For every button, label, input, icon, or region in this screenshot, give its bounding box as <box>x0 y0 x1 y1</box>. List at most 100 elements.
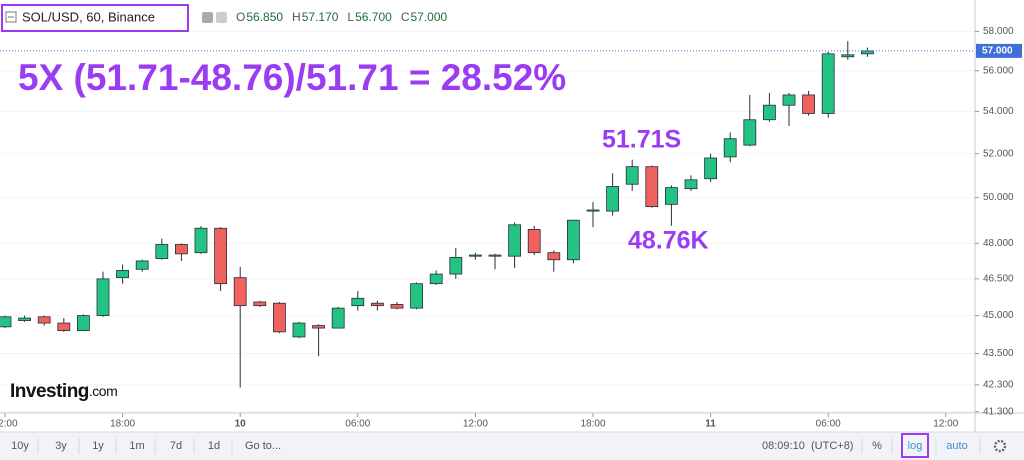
candle-body <box>665 187 678 205</box>
last-price-box <box>976 43 1022 58</box>
candle-body <box>410 283 424 309</box>
logo-main: Investing <box>10 381 89 402</box>
range-button[interactable]: 3y <box>55 440 67 452</box>
percent-button[interactable]: % <box>872 440 882 452</box>
range-button[interactable]: 1d <box>208 440 220 452</box>
candle-body <box>135 260 149 270</box>
candle-body <box>449 256 463 275</box>
candle-body <box>547 252 561 261</box>
candle-body <box>645 166 659 207</box>
candle-body <box>684 179 698 190</box>
candle-body <box>586 209 600 212</box>
logo-suffix: .com <box>89 383 117 399</box>
toolbar <box>0 432 1024 460</box>
y-tick-label: 48.000 <box>983 238 1014 249</box>
candle-body <box>468 254 482 257</box>
candle-body <box>802 94 815 114</box>
candle-body <box>233 277 247 307</box>
x-tick-label: 12:00 <box>463 419 488 430</box>
ohlc-value: 56.700 <box>355 10 392 24</box>
candle-body <box>723 138 737 158</box>
y-tick-label: 46.500 <box>983 273 1014 284</box>
timezone[interactable]: (UTC+8) <box>811 440 853 452</box>
candle-body <box>527 228 541 254</box>
candle-body <box>0 316 12 328</box>
candle-body <box>116 270 129 279</box>
settings-icon[interactable] <box>216 12 227 23</box>
ohlc-key: H <box>292 10 301 24</box>
logo: Investing.com <box>10 381 117 402</box>
settings-gear[interactable] <box>993 439 1007 453</box>
ohlc-value: 57.000 <box>410 10 447 24</box>
x-tick-label: 10 <box>235 419 247 430</box>
last-price-label: 57.000 <box>982 46 1013 57</box>
candle-body <box>606 186 619 212</box>
candle-body <box>370 302 384 307</box>
eye-icon[interactable] <box>202 12 213 23</box>
y-tick-label: 41.300 <box>983 406 1014 417</box>
x-tick-label: 12:00 <box>933 419 958 430</box>
candle-body <box>174 244 188 255</box>
x-tick-label: 18:00 <box>580 419 605 430</box>
x-tick-label: 18:00 <box>110 419 135 430</box>
candle-body <box>155 244 169 259</box>
candle-body <box>96 278 110 316</box>
clock: 08:09:10 <box>762 440 805 452</box>
annotation: 5X (51.71-48.76)/51.71 = 28.52% <box>18 57 566 98</box>
candle-body <box>37 316 51 324</box>
x-tick-label: 06:00 <box>816 419 841 430</box>
ohlc-key: L <box>347 10 354 24</box>
symbol-box[interactable] <box>1 4 189 32</box>
candle-body <box>841 54 855 58</box>
symbol: SOL/USD, 60, Binance <box>22 9 155 24</box>
candle-body <box>57 322 71 332</box>
annotation: 48.76K <box>628 227 709 255</box>
y-tick-label: 54.000 <box>983 106 1014 117</box>
candle-body <box>625 166 639 185</box>
candle-body <box>488 254 502 257</box>
y-tick-label: 52.000 <box>983 148 1014 159</box>
log-highlight <box>901 433 929 458</box>
candle-body <box>782 94 796 106</box>
x-tick-label: 06:00 <box>345 419 370 430</box>
auto-button[interactable]: auto <box>946 440 967 452</box>
candle-body <box>214 227 228 285</box>
y-tick-label: 58.000 <box>983 26 1014 37</box>
candle-body <box>292 322 306 338</box>
candle-body <box>763 104 776 121</box>
y-tick-label: 56.000 <box>983 65 1014 76</box>
y-tick-label: 50.000 <box>983 192 1014 203</box>
candle-body <box>567 219 580 261</box>
candle-body <box>331 307 345 329</box>
candle-body <box>390 304 404 309</box>
candle-body <box>272 302 286 333</box>
ohlc-value: 57.170 <box>302 10 339 24</box>
candle-body <box>351 297 365 307</box>
range-button[interactable]: 1m <box>129 440 144 452</box>
range-button[interactable]: 1y <box>92 440 104 452</box>
candle-body <box>704 157 717 180</box>
ohlc-key: O <box>236 10 245 24</box>
annotation: 51.71S <box>602 126 681 154</box>
x-tick-label: 12:00 <box>0 419 18 430</box>
candle-body <box>194 227 208 254</box>
ohlc-value: 56.850 <box>246 10 283 24</box>
ohlc-key: C <box>401 10 410 24</box>
candle-body <box>821 53 835 114</box>
log-button[interactable]: log <box>908 440 923 452</box>
candle-body <box>743 119 757 146</box>
y-tick-label: 45.000 <box>983 310 1014 321</box>
goto-button[interactable]: Go to... <box>245 440 281 452</box>
candle-body <box>253 301 267 307</box>
y-tick-label: 43.500 <box>983 348 1014 359</box>
collapse-icon[interactable] <box>5 11 17 23</box>
y-tick-label: 42.300 <box>983 379 1014 390</box>
candle-body <box>429 273 443 285</box>
candle-body <box>312 325 326 329</box>
candle-body <box>77 315 90 332</box>
candle-body <box>508 224 522 257</box>
range-button[interactable]: 10y <box>11 440 29 452</box>
candle-body <box>18 317 32 321</box>
range-button[interactable]: 7d <box>170 440 182 452</box>
